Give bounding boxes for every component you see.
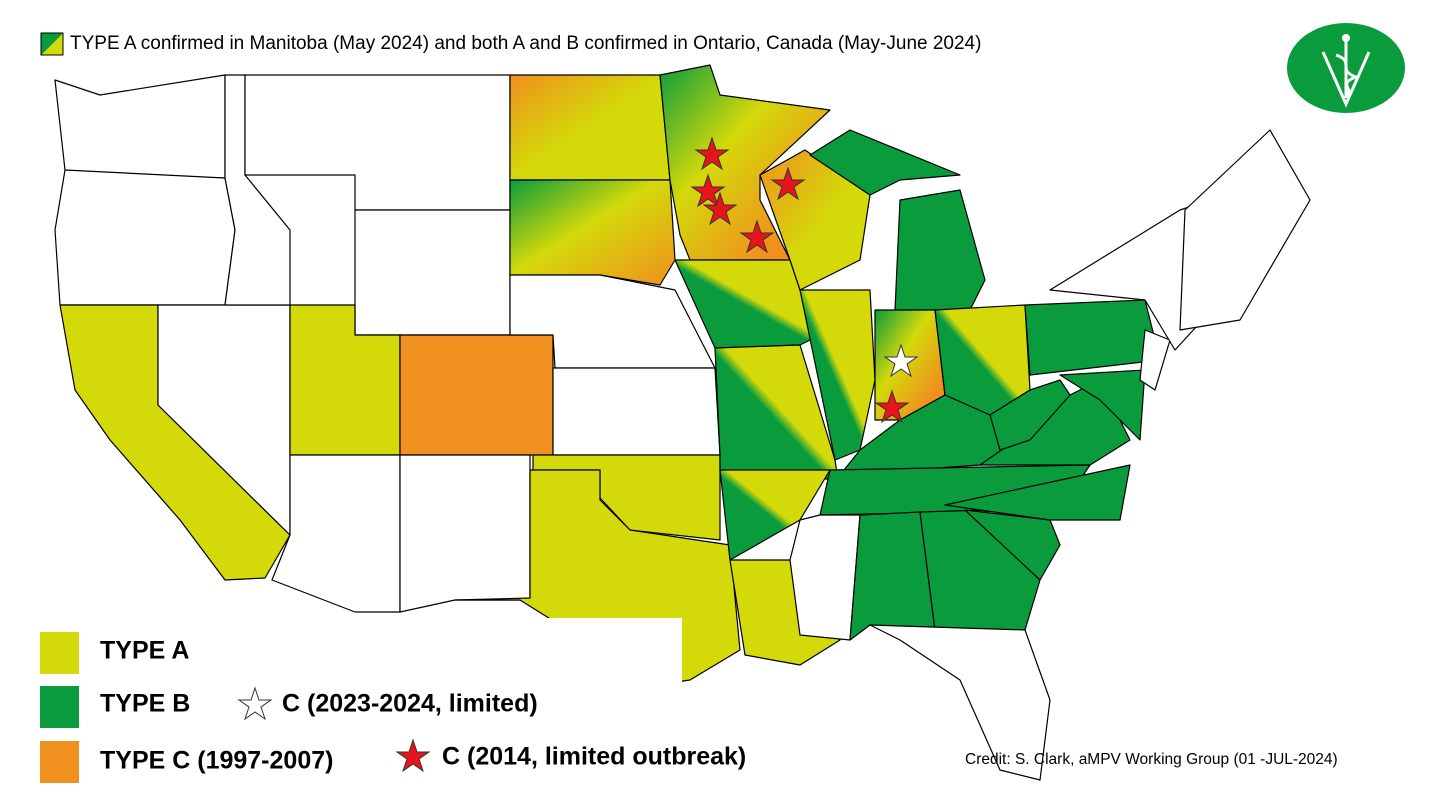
legend-swatch bbox=[40, 632, 79, 674]
state bbox=[1139, 329, 1171, 391]
legend-label: C (2023-2024, limited) bbox=[282, 690, 538, 718]
red-star bbox=[770, 166, 806, 201]
state bbox=[659, 64, 831, 261]
red-star bbox=[739, 219, 775, 254]
white-star bbox=[237, 686, 273, 721]
state bbox=[1059, 369, 1146, 441]
legend-swatch bbox=[40, 686, 79, 728]
state bbox=[54, 169, 236, 306]
legend: TYPE A TYPE B TYPE C (1997-2007) C (2023… bbox=[40, 632, 746, 783]
state bbox=[399, 334, 554, 456]
state bbox=[271, 454, 401, 613]
state bbox=[244, 74, 511, 211]
logo bbox=[1287, 23, 1405, 113]
state bbox=[789, 514, 861, 641]
red-star bbox=[690, 173, 726, 208]
state bbox=[809, 129, 961, 196]
state bbox=[1179, 129, 1311, 331]
legend-background bbox=[0, 618, 682, 803]
stars bbox=[690, 136, 919, 424]
white-star bbox=[883, 343, 919, 378]
state bbox=[552, 367, 721, 456]
state bbox=[399, 454, 531, 613]
red-star bbox=[694, 136, 730, 171]
red-star bbox=[395, 738, 431, 773]
legend-label: TYPE B bbox=[100, 690, 190, 718]
states bbox=[54, 64, 1311, 781]
state bbox=[354, 209, 511, 336]
state bbox=[989, 379, 1071, 451]
state bbox=[509, 179, 676, 286]
state bbox=[964, 509, 1061, 581]
header-title: TYPE A confirmed in Manitoba (May 2024) … bbox=[70, 33, 981, 54]
red-star bbox=[874, 389, 910, 424]
legend-swatch bbox=[40, 741, 79, 783]
state bbox=[799, 289, 876, 461]
legend-swatch bbox=[40, 32, 64, 56]
state bbox=[54, 74, 226, 179]
state bbox=[869, 624, 1051, 781]
state bbox=[919, 509, 1041, 631]
red-star bbox=[702, 191, 738, 226]
state bbox=[1024, 299, 1161, 376]
state bbox=[944, 464, 1131, 521]
legend-label: TYPE C (1997-2007) bbox=[100, 747, 333, 775]
state bbox=[509, 74, 671, 181]
state bbox=[894, 189, 986, 311]
legend-label: C (2014, limited outbreak) bbox=[442, 743, 746, 771]
legend-background bbox=[612, 682, 682, 732]
legend-label: TYPE A bbox=[100, 637, 189, 665]
credit: Credit: S. Clark, aMPV Working Group (01… bbox=[965, 751, 1338, 768]
